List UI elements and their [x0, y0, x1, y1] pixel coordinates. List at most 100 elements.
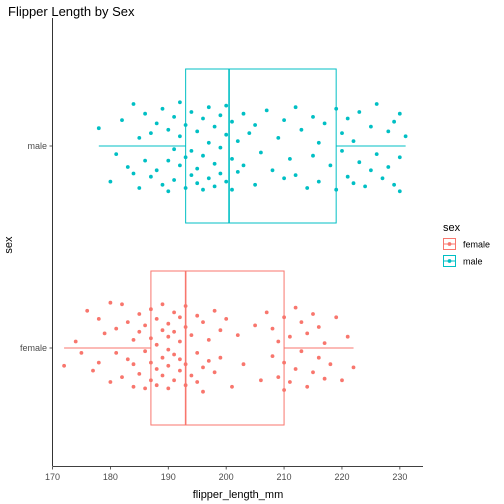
point-male: [381, 176, 385, 180]
point-male: [346, 117, 350, 121]
point-male: [369, 168, 373, 172]
point-female: [311, 370, 315, 374]
point-female: [242, 362, 246, 366]
point-male: [259, 151, 263, 155]
point-male: [398, 189, 402, 193]
point-female: [311, 312, 315, 316]
point-female: [91, 369, 95, 373]
point-female: [265, 311, 269, 315]
point-male: [109, 180, 113, 184]
point-female: [276, 340, 280, 344]
x-axis-title: flipper_length_mm: [193, 489, 284, 501]
y-tick-label: male: [27, 141, 47, 151]
point-female: [166, 335, 170, 339]
point-male: [219, 172, 223, 176]
point-male: [340, 131, 344, 135]
point-male: [340, 149, 344, 153]
point-female: [166, 348, 170, 352]
point-female: [288, 335, 292, 339]
point-male: [178, 134, 182, 138]
point-female: [253, 324, 257, 328]
point-male: [242, 112, 246, 116]
point-male: [137, 186, 141, 190]
point-female: [85, 309, 89, 313]
point-male: [201, 154, 205, 158]
point-female: [282, 388, 286, 392]
point-female: [219, 328, 223, 332]
legend: sex female male: [443, 222, 490, 267]
legend-key-male: [444, 256, 456, 267]
x-tick-label: 220: [334, 472, 349, 482]
point-male: [155, 168, 159, 172]
point-male: [166, 128, 170, 132]
series-male: [97, 69, 408, 223]
point-male: [300, 128, 304, 132]
point-male: [207, 105, 211, 109]
point-female: [190, 333, 194, 337]
point-female: [149, 307, 153, 311]
point-male: [398, 112, 402, 116]
point-male: [230, 157, 234, 161]
point-female: [323, 377, 327, 381]
point-male: [398, 155, 402, 159]
point-female: [184, 325, 188, 329]
point-male: [161, 183, 165, 187]
x-tick-label: 210: [277, 472, 292, 482]
point-female: [352, 366, 356, 370]
point-male: [114, 152, 118, 156]
x-axis-ticks: 170 180 190 200 210 220 230: [45, 467, 407, 483]
point-male: [172, 147, 176, 151]
legend-label-male: male: [463, 257, 483, 267]
point-male: [184, 155, 188, 159]
legend-key-female: [444, 239, 456, 250]
point-male: [207, 176, 211, 180]
point-female: [201, 390, 205, 394]
point-male: [276, 136, 280, 140]
point-male: [392, 120, 396, 124]
point-female: [190, 374, 194, 378]
point-female: [271, 327, 275, 331]
point-male: [317, 141, 321, 145]
point-male: [166, 189, 170, 193]
point-female: [155, 367, 159, 371]
point-male: [195, 130, 199, 134]
point-female: [195, 380, 199, 384]
point-female: [300, 320, 304, 324]
point-male: [172, 178, 176, 182]
point-female: [294, 367, 298, 371]
point-female: [166, 387, 170, 391]
point-male: [253, 183, 257, 187]
point-female: [346, 335, 350, 339]
point-male: [172, 115, 176, 119]
point-female: [143, 387, 147, 391]
point-male: [346, 175, 350, 179]
point-male: [329, 164, 333, 168]
box-female: [151, 271, 284, 425]
point-male: [288, 157, 292, 161]
point-female: [334, 315, 338, 319]
point-male: [178, 164, 182, 168]
point-male: [253, 123, 257, 127]
point-female: [213, 309, 217, 313]
point-male: [213, 125, 217, 129]
point-female: [137, 372, 141, 376]
point-male: [219, 146, 223, 150]
point-male: [149, 175, 153, 179]
point-male: [271, 168, 275, 172]
point-female: [132, 338, 136, 342]
point-female: [282, 315, 286, 319]
point-male: [149, 131, 153, 135]
point-female: [149, 361, 153, 365]
point-male: [166, 159, 170, 163]
point-male: [357, 110, 361, 114]
x-tick-label: 230: [392, 472, 407, 482]
point-male: [143, 159, 147, 163]
point-male: [120, 118, 124, 122]
point-male: [224, 104, 228, 108]
point-male: [247, 131, 251, 135]
point-female: [114, 351, 118, 355]
point-male: [236, 139, 240, 143]
point-female: [184, 383, 188, 387]
point-female: [172, 353, 176, 357]
point-female: [184, 304, 188, 308]
